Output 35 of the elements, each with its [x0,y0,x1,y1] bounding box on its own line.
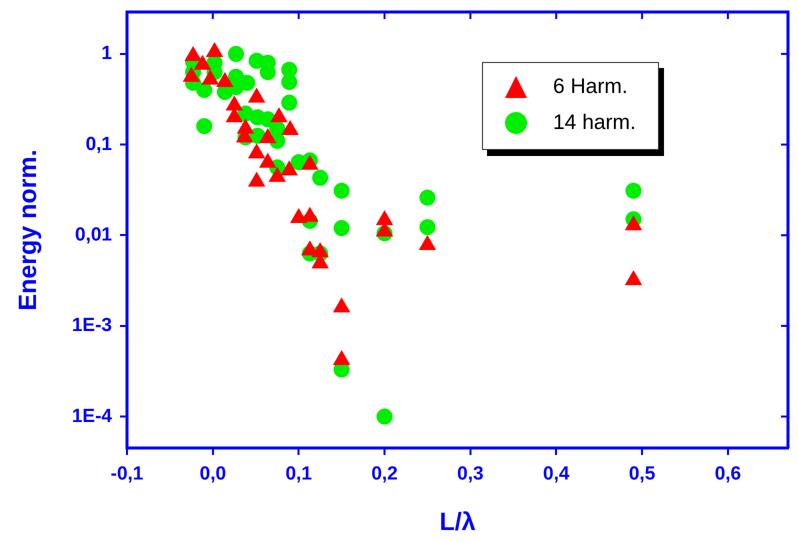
legend-label: 14 harm. [553,111,636,135]
y-tick-label: 1E-4 [72,406,112,427]
point [281,74,298,90]
point [332,297,350,312]
x-tick-label: 0,4 [543,464,570,485]
point [281,94,298,111]
x-tick-label: 0,3 [457,464,484,485]
y-tick-label: 1 [101,43,112,64]
point [419,219,436,236]
point [312,170,328,186]
x-tick-label: 0,1 [285,464,312,485]
y-tick-label: 0,1 [86,134,112,155]
x-axis-title: L/λ [439,508,476,536]
point [419,190,436,206]
x-tick-label: 0,0 [200,464,226,485]
point [376,210,394,226]
y-tick-label: 0,01 [75,224,112,246]
point [311,242,329,258]
y-axis-title: Energy norm. [14,149,42,311]
point [196,118,212,134]
point [228,46,244,62]
x-tick-label: 0,6 [714,464,742,485]
point [624,270,642,286]
point [334,182,350,199]
x-tick-label: 0,5 [628,464,656,485]
point [196,82,212,98]
point [334,220,350,236]
x-tick-label: -0,1 [110,464,144,485]
point [418,235,436,250]
y-tick-label: 1E-3 [72,315,112,336]
x-tick-label: 0,2 [371,464,398,485]
point [625,182,642,199]
legend-label: 6 Harm. [553,75,628,99]
point [624,215,642,230]
point [332,350,350,366]
